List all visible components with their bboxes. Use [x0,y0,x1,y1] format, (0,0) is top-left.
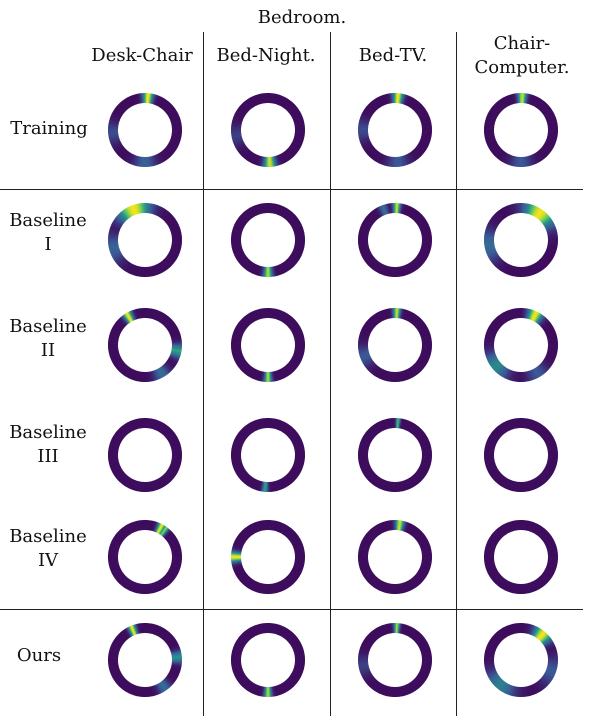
ring-r5-c3 [483,622,559,698]
ring-r3-c0 [107,417,183,493]
row-label-training: Training [10,118,88,139]
ring-r2-c2 [357,307,433,383]
ring-r5-c0 [107,622,183,698]
ring-r4-c1 [230,519,306,595]
column-header-bed-night: Bed-Night. [216,45,316,66]
row-divider-training [0,189,583,190]
ring-r0-c3 [483,92,559,168]
column-header-desk-chair: Desk-Chair [91,45,193,66]
ring-r4-c2 [357,519,433,595]
ring-r0-c0 [107,92,183,168]
ring-r2-c1 [230,307,306,383]
ring-r2-c0 [107,307,183,383]
ring-r1-c2 [357,202,433,278]
column-divider-3 [456,32,457,716]
ring-r3-c1 [230,417,306,493]
ring-r3-c3 [483,417,559,493]
ring-r5-c2 [357,622,433,698]
ring-r4-c0 [107,519,183,595]
ring-r0-c1 [230,92,306,168]
ring-r1-c1 [230,202,306,278]
row-label-baseline-iv: Baseline IV [9,526,87,571]
row-label-baseline-iii: Baseline III [9,422,87,467]
ring-r5-c1 [230,622,306,698]
ring-r1-c0 [107,202,183,278]
ring-r2-c3 [483,307,559,383]
figure-title: Bedroom. [257,7,347,28]
row-label-baseline-i: Baseline I [9,210,87,255]
column-divider-2 [330,32,331,716]
ring-r3-c2 [357,417,433,493]
ring-r0-c2 [357,92,433,168]
ring-r4-c3 [483,519,559,595]
column-header-bed-tv: Bed-TV. [358,45,428,66]
column-header-chair-computer: Chair- Computer. [474,33,570,78]
ring-r1-c3 [483,202,559,278]
row-divider-ours [0,609,583,610]
column-divider-1 [203,32,204,716]
row-label-baseline-ii: Baseline II [9,316,87,361]
row-label-ours: Ours [16,645,62,666]
